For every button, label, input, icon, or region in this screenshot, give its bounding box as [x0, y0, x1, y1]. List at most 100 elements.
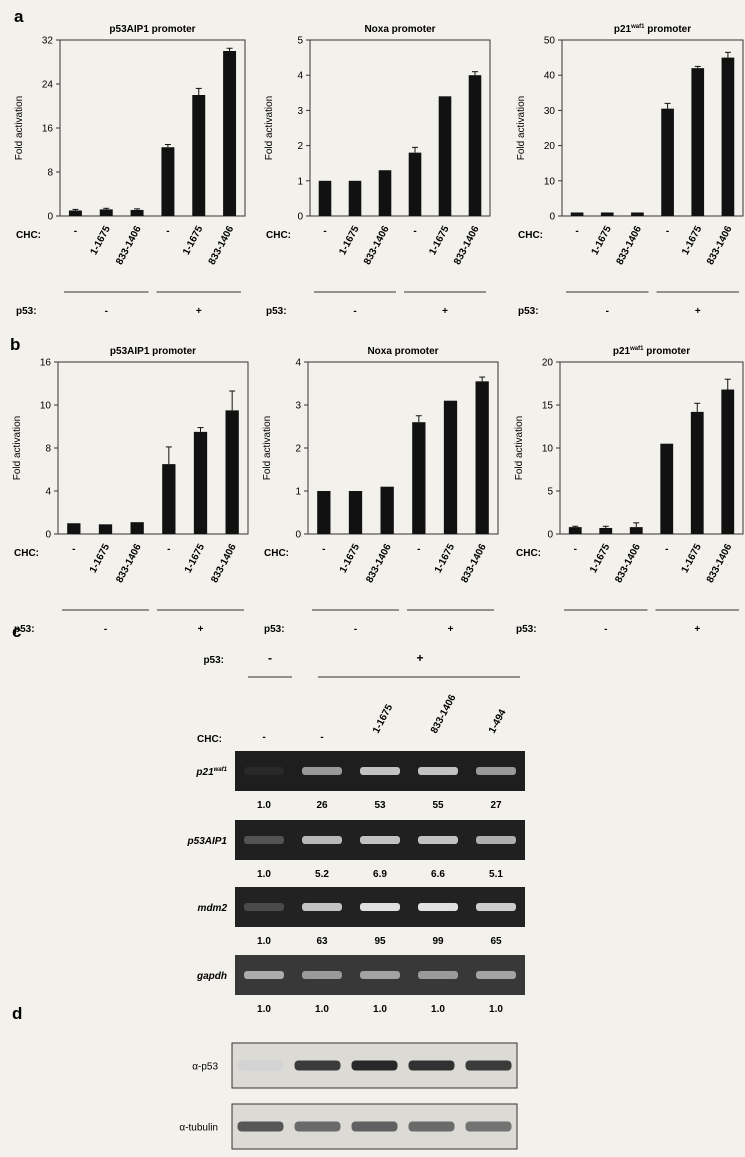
gel-quant-value: 1.0 [431, 1004, 445, 1015]
western-row-label: α-tubulin [179, 1123, 218, 1134]
gel-band [418, 903, 458, 911]
p53-group-sign: + [695, 306, 701, 317]
bar-0 [67, 523, 81, 534]
gel-quant-value: 5.1 [489, 869, 503, 880]
bar-2 [629, 527, 643, 534]
western-band [408, 1121, 455, 1132]
y-tick-label: 1 [297, 176, 303, 187]
chc-label: CHC: [518, 230, 543, 241]
bar-1 [599, 527, 613, 534]
western-band [465, 1060, 512, 1071]
chart-title: p21waf1 promoter [614, 24, 691, 35]
bar-0 [68, 210, 82, 216]
bar-4 [438, 96, 452, 216]
category-label: - [413, 226, 416, 237]
western-band [351, 1121, 398, 1132]
western-row-label: α-p53 [192, 1062, 218, 1073]
chart-b3: p21waf1 promoter Fold activation 0 5 10 15 20 C… [514, 346, 744, 635]
plot-frame [559, 361, 744, 535]
panel-letter-a: a [14, 7, 24, 26]
bar-0 [570, 212, 584, 216]
chart-title: p21waf1 promoter [613, 346, 690, 357]
gel-band [418, 971, 458, 979]
y-tick-label: 3 [297, 106, 303, 117]
gel-quant-value: 95 [374, 936, 386, 947]
gel-band [418, 836, 458, 844]
gel-band [476, 767, 516, 775]
gel-band [244, 767, 284, 775]
chc-label: CHC: [264, 548, 289, 559]
y-tick-label: 16 [42, 124, 54, 135]
p53-label: p53: [264, 624, 285, 635]
gel-quant-value: 5.2 [315, 869, 329, 880]
plot-frame [309, 39, 491, 217]
gel-row-label: p53AIP1 [187, 836, 228, 847]
gel-p53-minus: - [268, 651, 272, 665]
western-band [351, 1060, 398, 1071]
y-tick-label: 5 [297, 36, 303, 47]
category-label: 833-1406 [615, 224, 645, 267]
p53-label: p53: [516, 624, 537, 635]
western-band [237, 1121, 284, 1132]
plot-frame [561, 39, 744, 217]
bar-2 [378, 170, 392, 216]
plot-frame [57, 361, 249, 535]
category-label: - [322, 544, 325, 555]
chart-title: Noxa promoter [364, 24, 435, 35]
chart-a3: p21waf1 promoter Fold activation 0 10 20 30 40… [516, 24, 744, 317]
bar-2 [130, 522, 144, 534]
y-axis-label: Fold activation [14, 96, 25, 160]
category-label: 1-1675 [680, 224, 705, 257]
gel-chc-label: CHC: [197, 734, 222, 745]
category-label: 1-1675 [680, 542, 705, 575]
category-label: - [323, 226, 326, 237]
p53-group-sign: + [448, 624, 454, 635]
y-tick-label: 0 [547, 530, 553, 541]
gel-quant-value: 55 [432, 800, 444, 811]
category-label: - [167, 544, 170, 555]
category-label: 1-1675 [88, 542, 113, 575]
p53-label: p53: [266, 306, 287, 317]
gel-band [302, 971, 342, 979]
gel-quant-value: 63 [316, 936, 328, 947]
category-label: - [575, 226, 578, 237]
y-axis-label: Fold activation [514, 416, 525, 480]
bar-3 [660, 443, 674, 534]
category-label: 1-1675 [338, 542, 363, 575]
gel-row-label: p21waf1 [195, 767, 227, 778]
p53-group-sign: - [353, 306, 356, 317]
bar-1 [348, 180, 362, 216]
p53-label: p53: [518, 306, 539, 317]
western-row-0: α-p53 [192, 1042, 518, 1089]
western-band [408, 1060, 455, 1071]
gel-band [244, 971, 284, 979]
bar-1 [600, 212, 614, 216]
gel-quant-value: 1.0 [373, 1004, 387, 1015]
gel-quant-value: 26 [316, 800, 328, 811]
category-label: 833-1406 [207, 224, 237, 267]
category-label: 833-1406 [705, 224, 735, 267]
category-label: 833-1406 [114, 542, 144, 585]
category-label: 833-1406 [114, 224, 144, 267]
bar-5 [721, 57, 735, 216]
bar-0 [568, 527, 582, 534]
y-tick-label: 10 [40, 401, 52, 412]
gel-quant-value: 99 [432, 936, 444, 947]
p53-group-sign: + [198, 624, 204, 635]
bar-5 [225, 410, 239, 534]
gel-quant-value: 65 [490, 936, 502, 947]
y-tick-label: 0 [47, 212, 53, 223]
bar-1 [98, 524, 113, 534]
bar-3 [161, 147, 175, 216]
gel-band [476, 903, 516, 911]
category-label: - [74, 226, 77, 237]
bar-3 [412, 422, 426, 534]
y-tick-label: 0 [45, 530, 51, 541]
gel-quant-value: 1.0 [257, 800, 271, 811]
y-tick-label: 0 [295, 530, 301, 541]
western-band [465, 1121, 512, 1132]
category-label: - [166, 226, 169, 237]
y-tick-label: 8 [47, 168, 53, 179]
y-tick-label: 4 [45, 487, 51, 498]
bar-0 [318, 180, 332, 216]
